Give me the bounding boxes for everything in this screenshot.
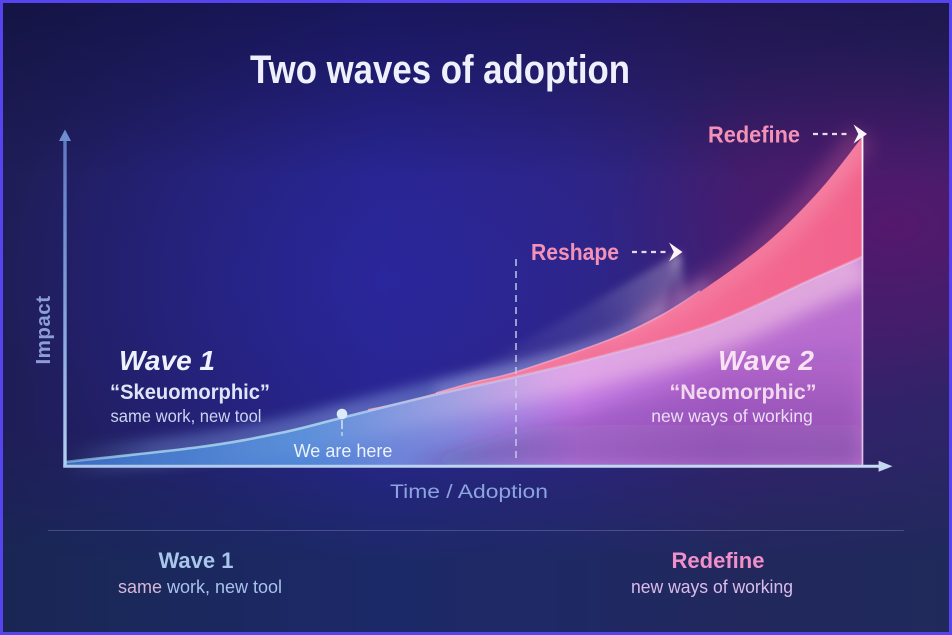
- svg-text:new ways of working: new ways of working: [651, 406, 812, 426]
- svg-text:“Skeuomorphic”: “Skeuomorphic”: [110, 380, 270, 404]
- svg-text:same work, new tool: same work, new tool: [118, 577, 282, 597]
- svg-text:Wave 1: Wave 1: [119, 345, 215, 376]
- svg-text:Redefine: Redefine: [708, 122, 800, 148]
- svg-text:Redefine: Redefine: [672, 548, 765, 573]
- svg-text:Impact: Impact: [32, 295, 55, 364]
- svg-text:Wave 2: Wave 2: [718, 345, 814, 376]
- svg-text:new ways of working: new ways of working: [631, 577, 793, 597]
- svg-text:We are here: We are here: [294, 441, 393, 461]
- svg-text:“Neomorphic”: “Neomorphic”: [670, 380, 817, 404]
- svg-text:Two waves of adoption: Two waves of adoption: [250, 48, 630, 92]
- svg-text:Reshape: Reshape: [531, 239, 619, 265]
- svg-text:Wave 1: Wave 1: [158, 548, 233, 573]
- svg-text:Time / Adoption: Time / Adoption: [390, 481, 548, 503]
- svg-text:same work, new tool: same work, new tool: [111, 406, 262, 426]
